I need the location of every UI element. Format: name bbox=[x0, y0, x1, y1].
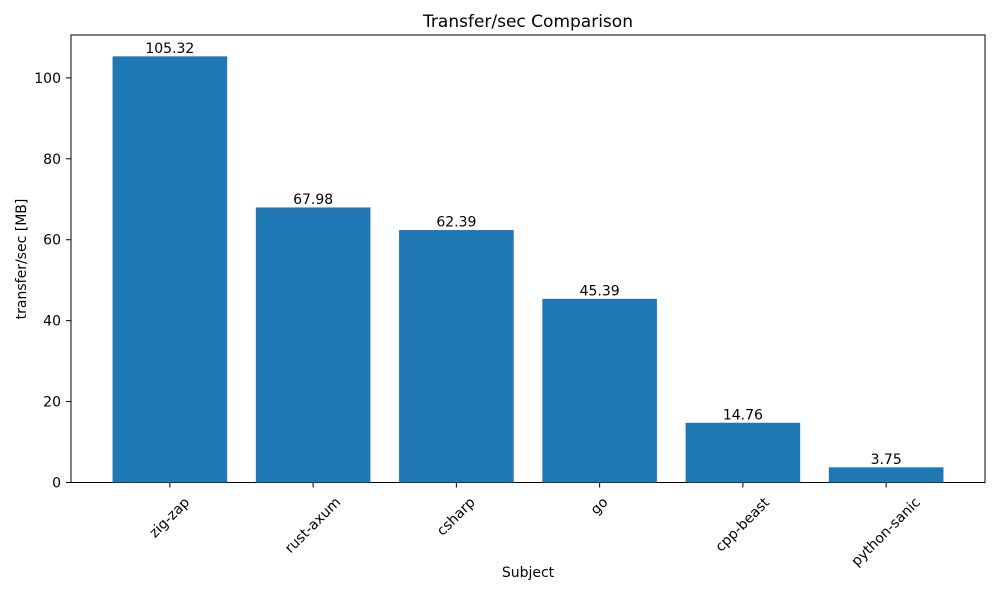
bar-value-label: 62.39 bbox=[436, 215, 476, 231]
x-tick-label: csharp bbox=[434, 495, 479, 540]
x-tick-label: python-sanic bbox=[849, 495, 924, 570]
y-tick-label: 60 bbox=[43, 233, 61, 249]
bar-rust-axum bbox=[255, 207, 371, 483]
bar-python-sanic bbox=[828, 467, 944, 483]
x-tick-label: cpp-beast bbox=[713, 494, 774, 555]
y-axis-label: transfer/sec [MB] bbox=[14, 199, 30, 320]
y-tick-label: 40 bbox=[43, 314, 61, 330]
bar-csharp bbox=[399, 230, 514, 483]
y-axis-ticks-group: 0 20 40 60 80 100 bbox=[34, 71, 71, 492]
bar-value-label: 14.76 bbox=[723, 407, 763, 423]
x-tick-label: zig-zap bbox=[146, 495, 193, 542]
bars-group bbox=[112, 56, 944, 483]
bar-value-labels-group: 105.32 67.98 62.39 45.39 14.76 3.75 bbox=[145, 41, 901, 468]
y-tick-label: 0 bbox=[52, 476, 61, 492]
bar-cpp-beast bbox=[685, 422, 801, 483]
y-tick-label: 100 bbox=[34, 71, 61, 87]
y-tick-label: 80 bbox=[43, 152, 61, 168]
bar-value-label: 105.32 bbox=[145, 41, 194, 57]
bar-zig-zap bbox=[112, 56, 228, 483]
bar-value-label: 45.39 bbox=[580, 283, 620, 299]
x-tick-label: rust-axum bbox=[282, 495, 344, 557]
x-axis-ticks-group: zig-zap rust-axum csharp go cpp-beast python-… bbox=[146, 482, 924, 570]
bar-value-label: 67.98 bbox=[293, 192, 333, 208]
bar-go bbox=[542, 298, 657, 483]
x-axis-label: Subject bbox=[502, 565, 555, 581]
x-tick-label: go bbox=[588, 495, 612, 519]
chart-title: Transfer/sec Comparison bbox=[422, 12, 633, 32]
bar-value-label: 3.75 bbox=[871, 452, 902, 468]
plot-area-border bbox=[70, 34, 986, 483]
y-tick-label: 20 bbox=[43, 395, 61, 411]
